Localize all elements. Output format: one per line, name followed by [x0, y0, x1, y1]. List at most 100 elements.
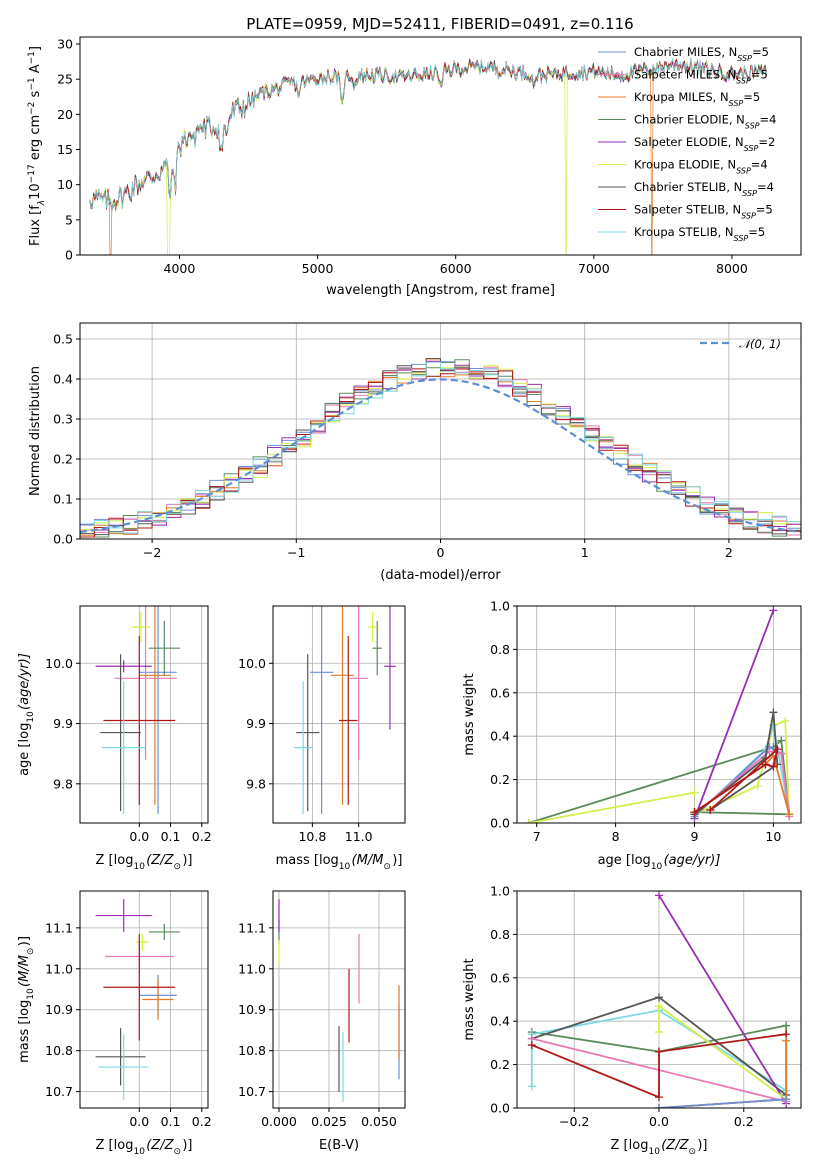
weight-marker [777, 736, 786, 745]
errorbar-6 [100, 654, 141, 811]
normal-curve [80, 378, 801, 534]
y-tick-label: 0.4 [490, 729, 510, 744]
y-tick-label: 10.9 [45, 1002, 73, 1017]
residuals-panel: −2 −1 0 1 2 0.0 0.1 0.2 0.3 0.4 0.5 (data-model)/er… [28, 322, 802, 583]
legend-label-8: Kroupa STELIB, NSSP=5 [634, 225, 765, 243]
errorbar-1 [349, 606, 368, 760]
y-tick-label: 11.0 [45, 961, 73, 976]
y-axis-label: mass weight [462, 958, 477, 1040]
legend-label-7: Salpeter STELIB, NSSP=5 [634, 203, 773, 221]
weight-marker [706, 805, 715, 814]
errorbars [293, 606, 396, 814]
x-tick-label: 0 [437, 545, 445, 560]
y-tick-label: 5 [65, 212, 73, 227]
y-axis-label: age [log10 (age/yr)] [17, 653, 36, 776]
weight-line-5 [528, 791, 695, 823]
y-tick-label: 0.4 [53, 372, 73, 387]
errorbar-7 [103, 636, 176, 805]
y-tick-label: 10.8 [45, 1043, 73, 1058]
x-tick-label: 0.2 [734, 1114, 754, 1129]
x-tick-label: −1 [287, 545, 305, 560]
y-axis-label: mass [log10 (M/M⊙ )] [17, 936, 36, 1063]
y-tick-label: 20 [57, 107, 73, 122]
legend-label-2: Kroupa MILES, NSSP=5 [634, 90, 760, 108]
legend-label-3: Chabrier ELODIE, NSSP=4 [634, 113, 776, 131]
x-tick-label: 0.025 [311, 1114, 347, 1129]
x-tick-label: 1 [581, 545, 589, 560]
y-tick-label: 9.8 [246, 776, 266, 791]
legend-label: 𝒩(0, 1) [739, 337, 781, 351]
x-tick-label: 0.000 [261, 1114, 297, 1129]
y-tick-label: 0.6 [490, 685, 510, 700]
x-axis-label: Z [log10 (Z/Z⊙ )] [96, 853, 193, 872]
y-tick-label: 0.2 [490, 1057, 510, 1072]
weight-line-1 [693, 750, 791, 817]
y-axis-label: Flux [fλ10−17 erg cm−2 s−1 A−1] [27, 46, 47, 246]
x-tick-label: 0.1 [161, 829, 181, 844]
legend-label-0: Chabrier MILES, NSSP=5 [634, 45, 769, 63]
x-tick-label: 4000 [164, 261, 196, 276]
x-axis-label: (data-model)/error [380, 568, 501, 583]
errorbar-6 [95, 1028, 146, 1086]
age_vs_Z-panel: 0.0 0.1 0.2 9.8 9.9 10.0 Z [log10 (Z/Z⊙ )] age … [17, 605, 212, 872]
x-axis-label: age [log10 (age/yr)] [598, 853, 721, 872]
errorbar-3 [372, 621, 382, 676]
y-tick-label: 25 [57, 72, 73, 87]
errorbar-8 [98, 1034, 149, 1100]
errorbar-8 [101, 681, 146, 814]
y-tick-label: 15 [57, 142, 73, 157]
legend: Chabrier MILES, NSSP=5 Salpeter MILES, NS… [598, 45, 776, 243]
x-tick-label: 0.0 [649, 1114, 669, 1129]
y-tick-label: 0.0 [490, 1101, 510, 1116]
figure-title: PLATE=0959, MJD=52411, FIBERID=0491, z=0… [246, 15, 633, 33]
y-tick-label: 0.2 [53, 452, 73, 467]
weight-marker [655, 891, 663, 900]
weight-marker [785, 810, 794, 819]
y-tick-label: 11.1 [45, 920, 73, 935]
errorbar-7 [339, 636, 358, 805]
errorbar-6 [296, 654, 320, 811]
spectrum-lines [89, 57, 767, 255]
weight-marker [782, 1021, 791, 1030]
weight-marker [655, 1002, 663, 1011]
y-tick-label: 0.1 [53, 492, 73, 507]
weight-marker [655, 1093, 663, 1102]
x-tick-label: 0.0 [129, 1114, 149, 1129]
y-tick-label: 10.8 [238, 1043, 266, 1058]
mass_vs_ebv-panel: 0.000 0.025 0.050 10.7 10.8 10.9 11.0 11.1 E(B-V… [238, 890, 406, 1153]
axes-frame [79, 36, 802, 256]
weight-marker [655, 1028, 663, 1037]
weight_vs_Z-panel: −0.2 0.0 0.2 0.0 0.2 0.4 0.6 0.8 1.0 Z [log10 (Z/… [462, 884, 802, 1157]
weight-marker [527, 1041, 536, 1050]
y-tick-label: 10.7 [45, 1084, 73, 1099]
y-tick-label: 10.0 [45, 656, 73, 671]
weight-marker [769, 708, 778, 717]
x-axis-label: mass [log10 (M/M⊙ )] [276, 853, 403, 872]
errorbar-4 [95, 660, 152, 673]
errorbar-0 [310, 606, 334, 814]
x-axis-label: Z [log10 (Z/Z⊙ )] [96, 1138, 193, 1157]
spectrum-panel: 4000 5000 6000 7000 8000 0 5 10 15 20 25 30 waveleng… [27, 36, 802, 298]
legend-label-4: Salpeter ELODIE, NSSP=2 [634, 135, 775, 153]
x-tick-label: 10.8 [298, 829, 326, 844]
mass_vs_Z-panel: 0.0 0.1 0.2 10.7 10.8 10.9 11.0 11.1 Z [log10 (Z… [17, 890, 212, 1157]
y-tick-label: 30 [57, 37, 73, 52]
axes-frame [516, 605, 802, 824]
x-tick-label: −0.2 [559, 1114, 589, 1129]
y-tick-label: 0.8 [490, 927, 510, 942]
weight-line-7 [531, 1033, 787, 1099]
weight-marker [769, 606, 778, 615]
weight-marker [773, 745, 782, 754]
y-tick-label: 0.0 [490, 816, 510, 831]
axes-frame [79, 890, 209, 1109]
y-tick-label: 10.7 [238, 1084, 266, 1099]
weight-marker [527, 1082, 536, 1091]
legend-label-6: Chabrier STELIB, NSSP=4 [634, 180, 774, 198]
y-tick-label: 0.8 [490, 642, 510, 657]
x-axis-label: wavelength [Angstrom, rest frame] [326, 283, 555, 298]
x-tick-label: 11.0 [345, 829, 373, 844]
x-tick-label: 0.0 [129, 829, 149, 844]
y-tick-label: 0.5 [53, 332, 73, 347]
y-tick-label: 9.9 [246, 716, 266, 731]
weight-marker [655, 1047, 663, 1056]
